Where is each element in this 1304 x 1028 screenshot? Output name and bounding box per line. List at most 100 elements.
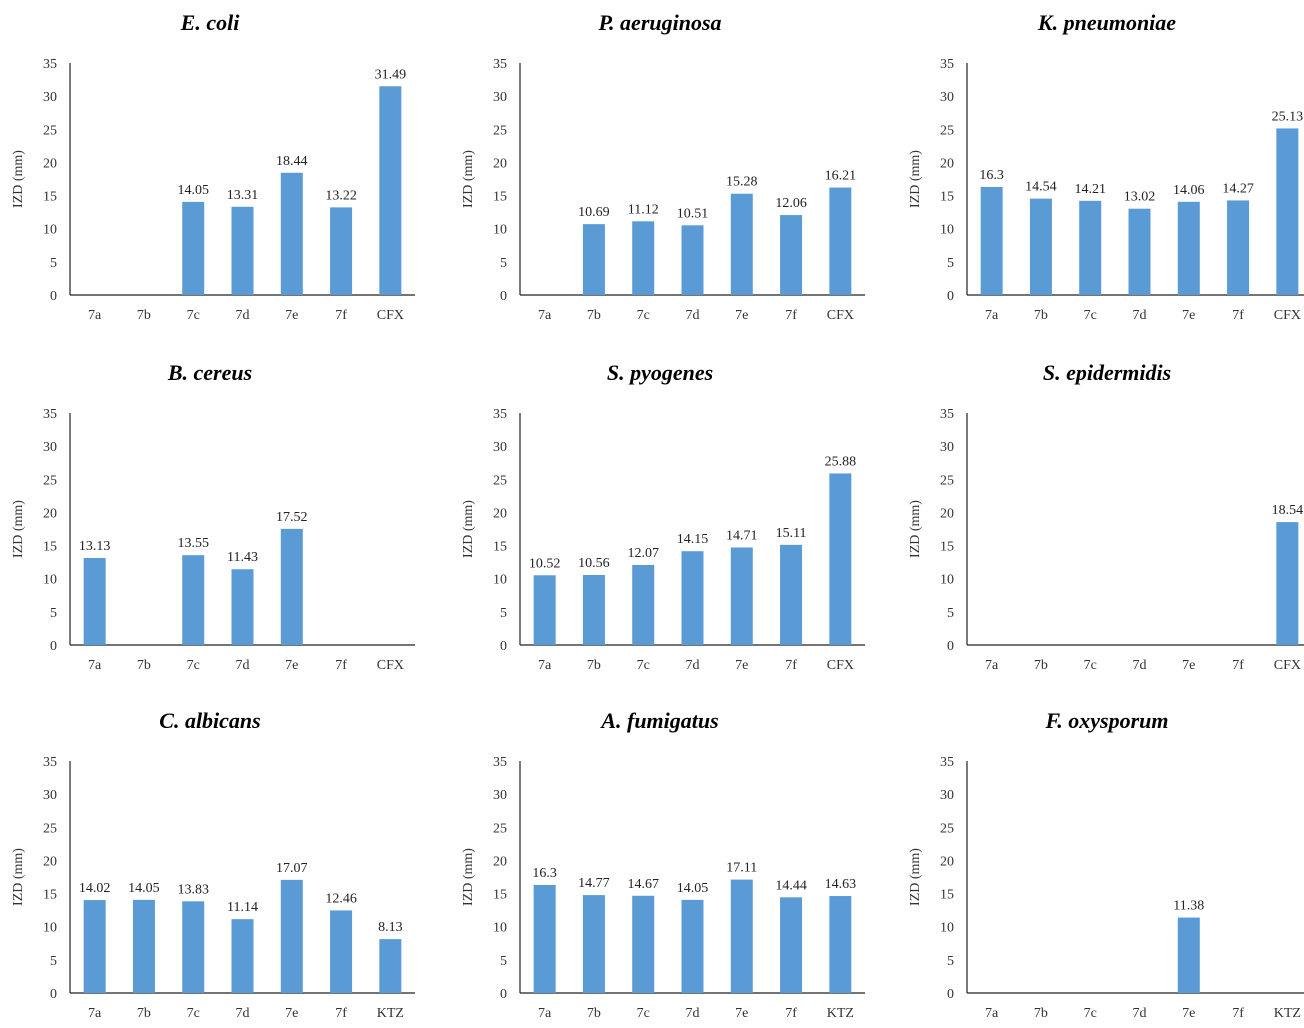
bar-7e xyxy=(280,879,303,993)
y-axis-label: IZD (mm) xyxy=(461,150,476,208)
x-tick-label: 7b xyxy=(137,658,151,673)
x-tick-label: 7c xyxy=(1084,1006,1097,1021)
data-label: 8.13 xyxy=(378,920,403,935)
bar-7f xyxy=(1227,200,1250,295)
data-label: 14.15 xyxy=(677,532,709,547)
x-tick-label: CFX xyxy=(827,308,854,323)
x-tick-label: 7a xyxy=(88,308,102,323)
y-tick-label: 30 xyxy=(43,440,57,455)
bar-7f xyxy=(330,910,353,993)
x-tick-label: 7b xyxy=(1034,308,1048,323)
y-tick-label: 35 xyxy=(493,755,507,770)
data-label: 15.11 xyxy=(776,526,807,541)
bar-7e xyxy=(730,547,753,645)
y-tick-label: 35 xyxy=(493,57,507,72)
chart-title: K. pneumoniae xyxy=(1037,10,1177,35)
bar-7c xyxy=(632,564,655,645)
y-tick-label: 25 xyxy=(43,123,57,138)
y-tick-label: 20 xyxy=(940,854,954,869)
chart-title: E. coli xyxy=(180,10,240,35)
x-tick-label: 7e xyxy=(285,1006,298,1021)
y-tick-label: 10 xyxy=(940,921,954,936)
y-tick-label: 25 xyxy=(940,821,954,836)
bar-7c xyxy=(632,221,655,295)
bar-7c xyxy=(182,201,205,295)
y-tick-label: 5 xyxy=(500,256,507,271)
data-label: 14.05 xyxy=(177,183,209,198)
data-label: 14.05 xyxy=(677,881,709,896)
bar-chart-svg: IZD (mm) 0 5 10 15 20 25 30 35 7a 14.02 7b 14.05 7c 13… xyxy=(11,755,415,1021)
x-tick-label: KTZ xyxy=(1274,1006,1301,1021)
y-tick-label: 25 xyxy=(43,473,57,488)
bar-7e xyxy=(1177,917,1200,993)
x-tick-label: 7f xyxy=(1232,308,1244,323)
y-tick-label: 0 xyxy=(500,289,507,304)
bar-7e xyxy=(280,528,303,645)
x-tick-label: 7e xyxy=(285,658,298,673)
bar-7d xyxy=(231,919,254,993)
y-tick-label: 5 xyxy=(500,954,507,969)
x-tick-label: 7a xyxy=(538,658,552,673)
y-tick-label: 0 xyxy=(947,987,954,1002)
y-tick-label: 30 xyxy=(940,440,954,455)
bar-7e xyxy=(730,879,753,993)
bar-7f xyxy=(780,215,803,295)
y-tick-label: 25 xyxy=(493,821,507,836)
x-tick-label: 7d xyxy=(1133,1006,1147,1021)
data-label: 18.44 xyxy=(276,154,308,169)
y-tick-label: 0 xyxy=(50,639,57,654)
x-tick-label: CFX xyxy=(1274,308,1301,323)
y-tick-label: 0 xyxy=(500,987,507,1002)
bar-7a xyxy=(533,884,556,993)
x-tick-label: 7c xyxy=(187,308,200,323)
bar-7f xyxy=(780,544,803,645)
y-tick-label: 0 xyxy=(500,639,507,654)
y-tick-label: 10 xyxy=(493,223,507,238)
bar-7d xyxy=(231,569,254,645)
data-label: 14.67 xyxy=(627,877,659,892)
y-axis-label: IZD (mm) xyxy=(11,150,26,208)
y-tick-label: 5 xyxy=(50,606,57,621)
x-tick-label: 7b xyxy=(587,1006,601,1021)
x-tick-label: 7f xyxy=(1232,1006,1244,1021)
x-tick-label: 7c xyxy=(1084,658,1097,673)
data-label: 14.02 xyxy=(79,881,111,896)
y-tick-label: 30 xyxy=(43,90,57,105)
y-tick-label: 25 xyxy=(493,473,507,488)
bar-ktz xyxy=(379,939,402,993)
bar-7d xyxy=(1128,208,1151,295)
x-tick-label: 7a xyxy=(538,1006,552,1021)
chart-title: F. oxysporum xyxy=(1045,708,1169,733)
data-label: 12.46 xyxy=(325,891,357,906)
x-tick-label: 7f xyxy=(785,1006,797,1021)
x-tick-label: 7c xyxy=(637,1006,650,1021)
bar-cfx xyxy=(1276,128,1299,295)
y-tick-label: 20 xyxy=(493,854,507,869)
data-label: 13.13 xyxy=(79,539,111,554)
bar-7a xyxy=(980,186,1003,295)
x-tick-label: 7a xyxy=(88,1006,102,1021)
data-label: 11.14 xyxy=(227,900,258,915)
bar-7e xyxy=(730,193,753,295)
data-label: 16.3 xyxy=(979,168,1004,183)
x-tick-label: 7c xyxy=(637,658,650,673)
data-label: 14.54 xyxy=(1025,180,1057,195)
y-tick-label: 5 xyxy=(947,256,954,271)
y-tick-label: 15 xyxy=(43,888,57,903)
bar-7a xyxy=(83,900,106,993)
data-label: 14.77 xyxy=(578,876,610,891)
bar-7e xyxy=(280,172,303,295)
y-tick-label: 0 xyxy=(947,639,954,654)
bar-ktz xyxy=(829,896,852,993)
y-tick-label: 30 xyxy=(493,440,507,455)
chart-e-coli: E. coli IZD (mm) 0 5 10 15 20 25 30 35 7a 7b 7c 14.05… xyxy=(0,0,420,330)
data-label: 31.49 xyxy=(375,67,407,82)
data-label: 14.05 xyxy=(128,881,160,896)
data-label: 25.88 xyxy=(825,454,857,469)
y-tick-label: 5 xyxy=(500,606,507,621)
x-tick-label: 7d xyxy=(236,1006,250,1021)
y-tick-label: 15 xyxy=(43,190,57,205)
x-tick-label: 7d xyxy=(1133,658,1147,673)
y-axis-label: IZD (mm) xyxy=(908,150,923,208)
y-axis-label: IZD (mm) xyxy=(461,848,476,906)
